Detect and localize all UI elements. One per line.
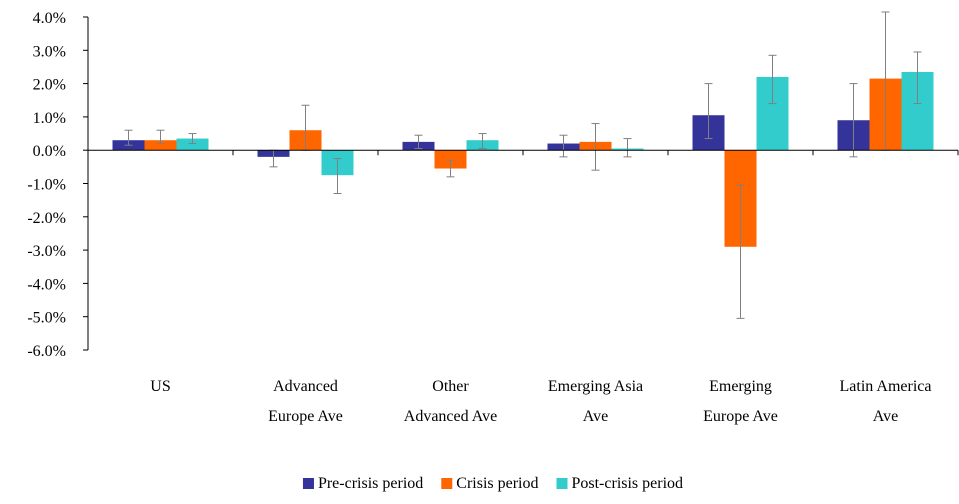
error-bar xyxy=(414,134,423,150)
bar xyxy=(144,140,177,151)
x-tick-label: Ave xyxy=(583,408,608,425)
legend-swatch xyxy=(556,478,568,489)
error-bar xyxy=(623,138,632,158)
x-tick-label: US xyxy=(150,378,170,395)
bar xyxy=(176,138,209,151)
x-tick-label: Emerging Asia xyxy=(548,378,643,395)
error-bar xyxy=(156,129,165,145)
y-tick-label: -3.0% xyxy=(27,243,66,260)
x-tick-label: Advanced xyxy=(273,378,338,395)
legend-label: Pre-crisis period xyxy=(318,475,423,492)
error-bar xyxy=(736,184,745,319)
x-tick-label: Advanced Ave xyxy=(404,408,497,425)
error-bar xyxy=(188,133,197,145)
error-bar xyxy=(768,54,777,105)
error-bar xyxy=(124,129,133,146)
x-tick-label: Ave xyxy=(873,408,898,425)
y-tick-label: 4.0% xyxy=(33,10,66,27)
legend-swatch xyxy=(441,478,453,489)
y-tick-label: -6.0% xyxy=(27,343,66,360)
y-tick-label: -1.0% xyxy=(27,177,66,194)
x-tick-label: Europe Ave xyxy=(703,408,778,425)
y-tick-label: -2.0% xyxy=(27,210,66,227)
error-bar xyxy=(704,83,713,140)
x-tick-label: Other xyxy=(432,378,469,395)
legend-label: Post-crisis period xyxy=(571,475,683,492)
bar xyxy=(434,150,467,169)
error-bar xyxy=(333,158,342,194)
error-bar xyxy=(849,83,858,158)
error-bar xyxy=(591,123,600,171)
error-bar xyxy=(446,159,455,178)
y-tick-label: -5.0% xyxy=(27,310,66,327)
legend-swatch xyxy=(302,478,314,489)
legend-label: Crisis period xyxy=(456,475,538,492)
y-tick-label: 2.0% xyxy=(33,77,66,94)
error-bar xyxy=(478,133,487,150)
y-tick-label: 0.0% xyxy=(33,143,66,160)
y-tick-label: -4.0% xyxy=(27,276,66,293)
x-tick-label: Europe Ave xyxy=(268,408,343,425)
y-tick-label: 3.0% xyxy=(33,43,66,60)
error-bar xyxy=(559,134,568,158)
error-bar xyxy=(913,51,922,105)
x-tick-label: Emerging xyxy=(709,378,772,395)
y-tick-label: 1.0% xyxy=(33,110,66,127)
x-tick-label: Latin America xyxy=(840,378,932,395)
